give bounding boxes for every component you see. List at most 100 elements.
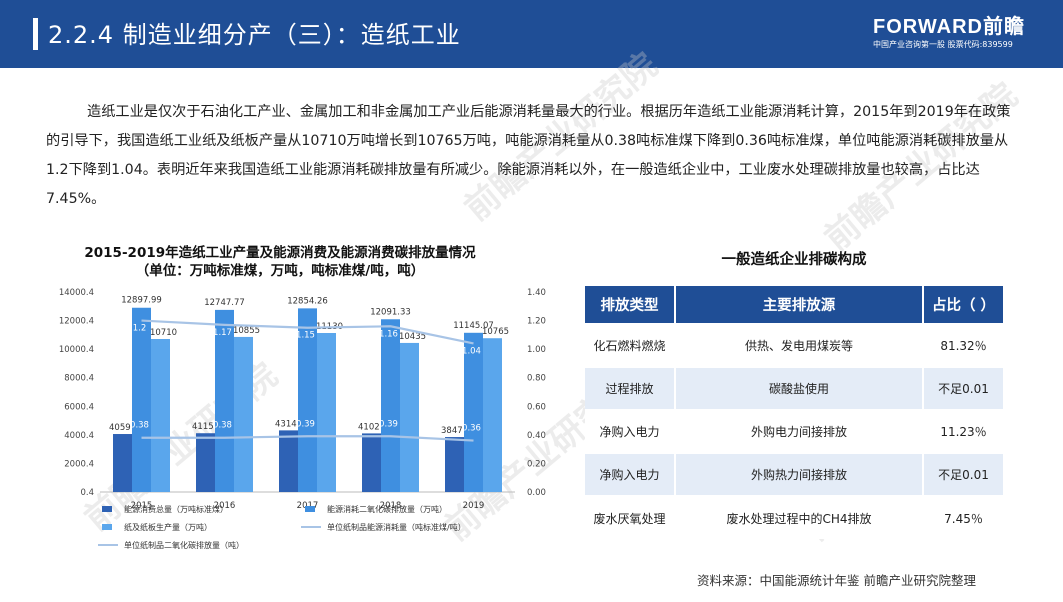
cell-source: 外购电力间接排放 bbox=[675, 409, 924, 453]
legend-swatch bbox=[305, 506, 315, 512]
y-right-tick-label: 0.20 bbox=[527, 459, 546, 469]
header-banner: 2.2.4 制造业细分产（三）：造纸工业 FORWARD前瞻 中国产业咨询第一股… bbox=[0, 0, 1063, 68]
data-label-energy: 4059 bbox=[109, 423, 131, 433]
legend-swatch bbox=[102, 506, 112, 512]
legend-label: 能源消费总量（万吨标准煤） bbox=[124, 504, 228, 514]
cell-type: 过程排放 bbox=[585, 366, 676, 410]
line-unit-co2 bbox=[141, 319, 474, 345]
brand-tagline: 中国产业咨询第一股 股票代码:839599 bbox=[873, 40, 1013, 49]
x-tick-label: 2019 bbox=[463, 501, 485, 511]
cell-source: 碳酸盐使用 bbox=[675, 366, 924, 410]
bar-paper-output bbox=[483, 338, 502, 492]
legend-label: 能源消耗二氧化碳排放量（万吨） bbox=[327, 504, 447, 514]
data-label-co2: 12854.26 bbox=[287, 296, 328, 306]
data-label-energy: 4102 bbox=[358, 422, 380, 432]
bar-paper-output bbox=[317, 333, 336, 492]
table-header-row: 排放类型 主要排放源 占比（ ） bbox=[585, 286, 1003, 324]
bar-co2-emission bbox=[298, 308, 317, 492]
data-label-unit-energy: 0.38 bbox=[213, 421, 232, 431]
y-right-tick-label: 1.00 bbox=[527, 345, 546, 355]
source-note: 资料来源：中国能源统计年鉴 前瞻产业研究院整理 bbox=[697, 573, 976, 588]
legend-label: 单位纸制品能源消耗量（吨标准煤/吨） bbox=[327, 522, 466, 532]
cell-type: 净购入电力 bbox=[585, 409, 676, 453]
header-type: 排放类型 bbox=[585, 286, 676, 324]
header-share: 占比（ ） bbox=[923, 286, 1003, 324]
legend-label: 单位纸制品二氧化碳排放量（吨） bbox=[124, 540, 244, 550]
data-label-co2: 12747.77 bbox=[204, 298, 245, 308]
data-label-unit-energy: 0.36 bbox=[462, 424, 481, 434]
bar-energy-total bbox=[362, 433, 381, 492]
cell-type: 化石燃料燃烧 bbox=[585, 323, 676, 367]
data-label-energy: 4314 bbox=[275, 419, 297, 429]
title-accent-bar bbox=[33, 18, 38, 50]
x-tick-label: 2015 bbox=[131, 501, 153, 511]
y-left-tick-label: 8000.4 bbox=[64, 374, 94, 384]
cell-type: 净购入电力 bbox=[585, 452, 676, 496]
data-label-unit-co2: 1.2 bbox=[133, 324, 147, 334]
table-row: 化石燃料燃烧 供热、发电用煤炭等 81.32％ bbox=[585, 323, 1003, 367]
bar-co2-emission bbox=[215, 309, 234, 492]
data-label-unit-energy: 0.39 bbox=[296, 419, 315, 429]
page-title: 2.2.4 制造业细分产（三）：造纸工业 bbox=[48, 21, 461, 49]
y-left-tick-label: 12000.4 bbox=[59, 317, 94, 327]
data-label-unit-co2: 1.15 bbox=[296, 331, 315, 341]
table-row: 过程排放 碳酸盐使用 不足0.01 bbox=[585, 366, 1003, 410]
y-right-tick-label: 0.40 bbox=[527, 431, 546, 441]
data-label-co2: 12897.99 bbox=[121, 296, 162, 306]
data-label-unit-co2: 1.04 bbox=[462, 346, 481, 356]
cell-share: 不足0.01 bbox=[923, 452, 1003, 496]
data-label-energy: 3847 bbox=[441, 426, 463, 436]
cell-type: 废水厌氧处理 bbox=[585, 495, 676, 539]
y-left-tick-label: 10000.4 bbox=[59, 345, 94, 355]
bar-energy-total bbox=[279, 430, 298, 492]
y-right-tick-label: 0.60 bbox=[527, 402, 546, 412]
emission-table: 排放类型 主要排放源 占比（ ） 化石燃料燃烧 供热、发电用煤炭等 81.32％… bbox=[585, 286, 1003, 539]
data-label-paper: 10855 bbox=[233, 326, 260, 336]
legend-swatch bbox=[102, 524, 112, 530]
bar-energy-total bbox=[113, 434, 132, 492]
y-left-tick-label: 4000.4 bbox=[64, 431, 94, 441]
data-label-co2: 12091.33 bbox=[370, 307, 411, 317]
x-tick-label: 2016 bbox=[214, 501, 236, 511]
bar-paper-output bbox=[400, 342, 419, 492]
table-title: 一般造纸企业排碳构成 bbox=[721, 252, 867, 268]
bar-co2-emission bbox=[132, 307, 151, 492]
y-left-tick-label: 6000.4 bbox=[64, 402, 94, 412]
cell-share: 81.32％ bbox=[923, 323, 1003, 367]
line-unit-energy bbox=[141, 435, 474, 442]
data-label-paper: 10435 bbox=[399, 332, 426, 342]
brand-name: FORWARD前瞻 bbox=[873, 16, 1025, 38]
y-right-tick-label: 0.00 bbox=[527, 488, 546, 498]
bar-co2-emission bbox=[381, 319, 400, 492]
data-label-paper: 10710 bbox=[150, 328, 177, 338]
data-label-co2: 11145.07 bbox=[453, 321, 494, 331]
data-label-unit-co2: 1.16 bbox=[379, 329, 398, 339]
cell-share: 11.23％ bbox=[923, 409, 1003, 453]
chart-title: 2015-2019年造纸工业产量及能源消费及能源消费碳排放量情况 bbox=[84, 245, 476, 261]
combo-chart: 0.4 2000.4 4000.4 6000.4 8000.4 10000.4 12000.… bbox=[59, 288, 546, 550]
data-label-paper: 10765 bbox=[482, 327, 509, 337]
table-row: 净购入电力 外购热力间接排放 不足0.01 bbox=[585, 452, 1003, 496]
y-right-tick-label: 0.80 bbox=[527, 374, 546, 384]
table-row: 废水厌氧处理 废水处理过程中的CH4排放 7.45％ bbox=[585, 495, 1003, 539]
data-label-energy: 4115 bbox=[192, 422, 214, 432]
table-row: 净购入电力 外购电力间接排放 11.23％ bbox=[585, 409, 1003, 453]
y-right-tick-label: 1.20 bbox=[527, 317, 546, 327]
y-left-tick-label: 0.4 bbox=[80, 488, 94, 498]
cell-source: 供热、发电用煤炭等 bbox=[675, 323, 924, 367]
legend-label: 纸及纸板生产量（万吨） bbox=[124, 522, 212, 532]
chart-subtitle: （单位：万吨标准煤，万吨，吨标准煤/吨，吨） bbox=[135, 263, 425, 279]
data-label-unit-co2: 1.17 bbox=[213, 328, 232, 338]
bar-energy-total bbox=[196, 433, 215, 492]
x-tick-label: 2018 bbox=[380, 501, 402, 511]
y-left-tick-label: 14000.4 bbox=[59, 288, 94, 298]
cell-share: 7.45％ bbox=[923, 495, 1003, 539]
cell-source: 外购热力间接排放 bbox=[675, 452, 924, 496]
intro-paragraph: 造纸工业是仅次于石油化工产业、金属加工和非金属加工产业后能源消耗量最大的行业。根… bbox=[46, 104, 1011, 207]
bar-co2-emission bbox=[464, 332, 483, 492]
cell-share: 不足0.01 bbox=[923, 366, 1003, 410]
y-left-tick-label: 2000.4 bbox=[64, 459, 94, 469]
bar-paper-output bbox=[151, 339, 170, 492]
cell-source: 废水处理过程中的CH4排放 bbox=[675, 495, 924, 539]
bar-paper-output bbox=[234, 336, 253, 492]
